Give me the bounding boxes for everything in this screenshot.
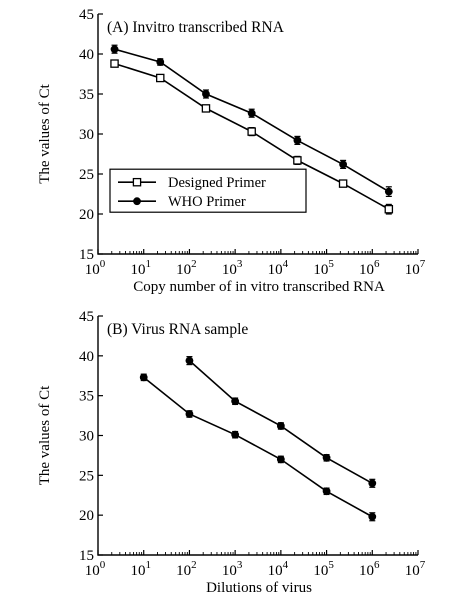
panel-a-series-who-primer-point: [110, 45, 119, 54]
panel-b-ylabel: The values of Ct: [37, 385, 53, 485]
panel-a-series-designed-primer-point: [201, 104, 211, 113]
panel-b-xtick-label: 103: [222, 559, 243, 579]
panel-b-series-designed-primer-line: [143, 376, 373, 518]
legend-box: [109, 168, 307, 213]
panel-a-xtick-label: 105: [313, 258, 334, 278]
panel-b-ytick-label: 40: [79, 349, 94, 365]
legend-marker: [132, 177, 142, 187]
panel-a-xtick-label: 107: [405, 258, 426, 278]
panel-b-chart: 15 20 25 30 35 40 45 100 101 102 103 104 105 106 107 Di…: [37, 309, 426, 596]
panel-a-ytick-label: 15: [79, 247, 94, 263]
legend-label: Designed Primer: [168, 175, 266, 191]
panel-a-axes: [97, 14, 418, 255]
panel-b-ytick-label: 30: [79, 429, 94, 445]
panel-b-xtick-label: 100: [85, 559, 106, 579]
panel-a-ytick-label: 30: [79, 127, 94, 143]
panel-b-series-designed-primer-point: [185, 410, 194, 418]
panel-a-series-designed-primer-point: [293, 156, 302, 165]
panel-a-xtick-label: 103: [222, 258, 243, 278]
panel-a-series-who-primer-point: [384, 187, 393, 196]
panel-b-title: (B) Virus RNA sample: [107, 321, 248, 338]
panel-a-series-designed-primer-point: [338, 179, 348, 188]
panel-a-title: (A) Invitro transcribed RNA: [107, 19, 285, 36]
panel-a-ylabel: The values of Ct: [37, 83, 53, 183]
panel-a-ytick-label: 20: [79, 207, 94, 223]
panel-a-series-who-primer-point: [293, 136, 302, 145]
panel-b-xlabel: Dilutions of virus: [206, 580, 312, 596]
panel-b-series-who-primer-point: [322, 453, 331, 462]
panel-b-xtick-label: 102: [176, 559, 197, 579]
panel-a-series-designed-primer-point: [384, 204, 394, 214]
legend-entry-who-primer: WHO Primer: [118, 194, 246, 210]
panel-b-series-who-primer-point: [231, 397, 240, 406]
panel-a-series-who-primer-point: [247, 109, 256, 118]
panel-a-chart: 15 20 25 30 35 40 45 100 101 102 103 104 105 106 107 Co…: [37, 7, 426, 295]
panel-b-series-designed-primer-point: [322, 487, 331, 496]
panel-a-series-designed-primer-point: [156, 73, 165, 83]
panel-a-ytick-label: 45: [79, 7, 94, 23]
panel-a-series-designed-primer-point: [110, 59, 119, 68]
panel-a-series-who-primer-point: [202, 90, 210, 98]
panel-a-series-who-primer-point: [339, 160, 348, 169]
legend-label: WHO Primer: [168, 194, 246, 210]
panel-b-xtick-label: 106: [359, 559, 380, 579]
panel-b-series-who-primer-point: [185, 356, 194, 365]
panel-b-xtick-label: 107: [405, 559, 426, 579]
panel-a-ytick-label: 35: [79, 87, 94, 103]
panel-b-ytick-label: 35: [79, 389, 94, 405]
panel-a-xtick-label: 104: [268, 258, 289, 278]
panel-a-xtick-label: 100: [85, 258, 106, 278]
legend-entry-designed-primer: Designed Primer: [118, 175, 266, 191]
panel-a-xtick-label: 101: [130, 258, 151, 278]
panel-a-xtick-label: 102: [176, 258, 197, 278]
panel-a-xlabel: Copy number of in vitro transcribed RNA: [133, 279, 385, 295]
legend-marker: [133, 197, 141, 206]
panel-a-series-designed-primer-point: [247, 127, 256, 136]
panel-a-ytick-label: 40: [79, 47, 94, 63]
panel-a-xtick-label: 106: [359, 258, 380, 278]
panel-b-ytick-label: 45: [79, 309, 94, 325]
panel-a-series-who-primer-point: [156, 58, 165, 66]
panel-b-series-who-primer-line: [188, 360, 373, 484]
panel-b-series-designed-primer-point: [368, 512, 377, 521]
panel-b-ytick-label: 20: [79, 508, 94, 524]
panel-b-ytick-label: 25: [79, 468, 94, 484]
panel-b-series-who-primer-point: [368, 479, 377, 488]
panel-b-series-designed-primer-point: [139, 373, 148, 382]
panel-b-ytick-label: 15: [79, 548, 94, 564]
panel-b-series-who-primer-point: [276, 422, 285, 430]
panel-b-xtick-label: 105: [313, 559, 334, 579]
panel-b-series-designed-primer-point: [276, 455, 285, 464]
panel-b-series-designed-primer-point: [231, 430, 240, 439]
panel-b-xtick-label: 104: [268, 559, 289, 579]
panel-a-ytick-label: 25: [79, 167, 94, 183]
panel-a-legend: Designed Primer WHO Primer: [109, 168, 307, 213]
panel-b-xtick-label: 101: [130, 559, 151, 579]
